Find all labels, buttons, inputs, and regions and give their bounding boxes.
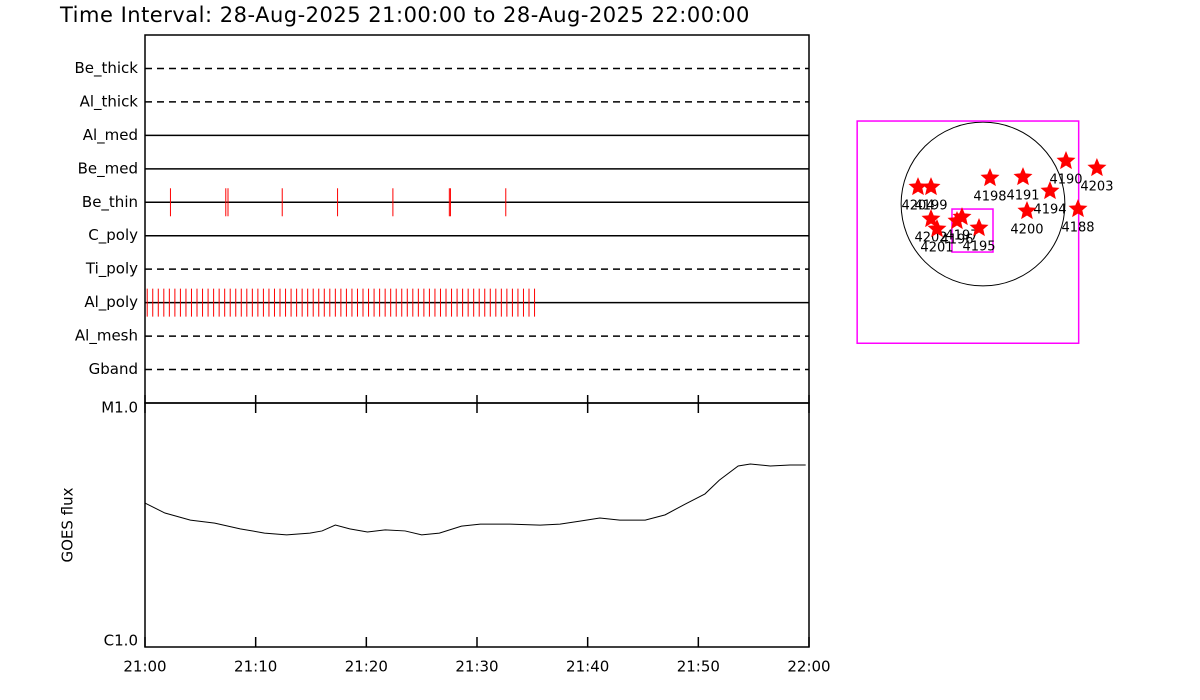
active-region-star — [921, 177, 941, 196]
active-region-label: 4188 — [1061, 221, 1094, 236]
filter-label: Ti_poly — [85, 260, 138, 279]
filter-label: Be_med — [78, 159, 138, 178]
active-region-label: 4203 — [1080, 180, 1113, 195]
active-region-label: 4198 — [973, 190, 1006, 205]
active-region-star — [980, 168, 1000, 187]
filter-label: Al_med — [83, 126, 138, 145]
active-region-label: 4199 — [914, 199, 947, 214]
active-region-star — [1017, 201, 1037, 220]
chart-title: Time Interval: 28-Aug-2025 21:00:00 to 2… — [59, 3, 750, 27]
active-region-label: 4196 — [940, 233, 973, 248]
goes-line — [144, 463, 806, 536]
fov-box — [951, 208, 994, 253]
active-region-label: 4195 — [962, 240, 995, 255]
active-region-label: 4201 — [920, 241, 953, 256]
solar-disk — [900, 121, 1066, 287]
x-tick-label: 21:40 — [566, 658, 609, 676]
goes-frame — [144, 402, 810, 648]
x-tick-label: 21:10 — [234, 658, 277, 676]
filter-label: C_poly — [88, 226, 138, 245]
filter-label: Gband — [89, 360, 138, 378]
x-tick-label: 21:00 — [123, 658, 166, 676]
active-region-star — [947, 211, 967, 230]
active-region-star — [1040, 181, 1060, 200]
active-region-label: 4191 — [1006, 189, 1039, 204]
active-region-star — [927, 219, 947, 238]
active-region-star — [1056, 151, 1076, 170]
filter-label: Al_thick — [80, 92, 139, 111]
x-tick-label: 22:00 — [787, 658, 830, 676]
active-region-star — [1068, 199, 1088, 218]
active-region-label: 4190 — [1049, 173, 1082, 188]
active-region-label: 4204 — [901, 199, 934, 214]
active-region-star — [952, 207, 972, 226]
x-tick-label: 21:30 — [455, 658, 498, 676]
filter-label: Al_mesh — [75, 327, 138, 346]
y-tick-label: M1.0 — [101, 399, 138, 417]
filter-label: Be_thin — [82, 193, 138, 212]
active-region-star — [908, 177, 928, 196]
active-region-label: 4200 — [1010, 223, 1043, 238]
filter-label: Al_poly — [84, 293, 138, 312]
timeline-frame — [144, 34, 810, 404]
x-tick-label: 21:50 — [677, 658, 720, 676]
y-tick-label: C1.0 — [104, 632, 138, 650]
fov-box — [856, 120, 1080, 345]
filter-label: Be_thick — [74, 59, 138, 78]
active-region-label: 4197 — [945, 229, 978, 244]
y-axis-label: GOES flux — [59, 487, 77, 562]
active-region-label: 4194 — [1033, 203, 1066, 218]
active-region-star — [969, 218, 989, 237]
active-region-star — [1087, 158, 1107, 177]
x-tick-label: 21:20 — [345, 658, 388, 676]
active-region-star — [1013, 167, 1033, 186]
